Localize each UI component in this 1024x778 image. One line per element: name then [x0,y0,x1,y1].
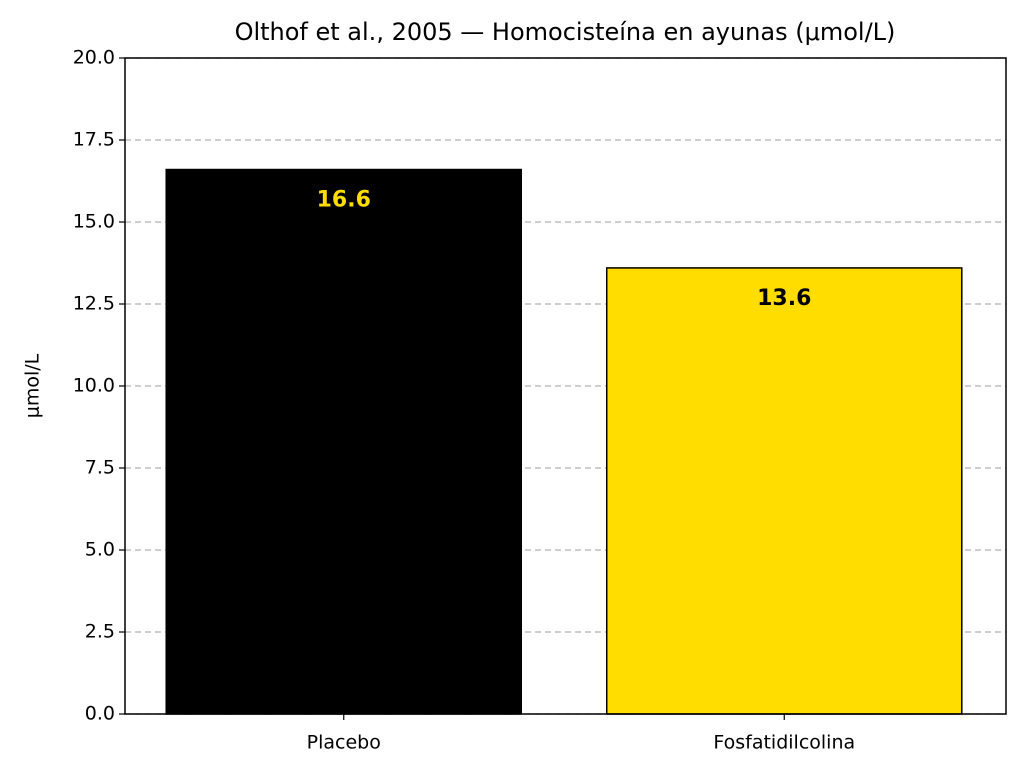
chart-title: Olthof et al., 2005 — Homocisteína en ay… [235,18,896,46]
y-tick-label: 2.5 [85,621,115,643]
x-tick-label: Fosfatidilcolina [713,732,855,754]
y-tick-label: 7.5 [85,457,115,479]
y-tick-label: 15.0 [73,211,115,233]
y-tick-label: 17.5 [73,129,115,151]
value-label: 16.6 [317,188,371,213]
x-tick-label: Placebo [307,732,381,754]
value-label: 13.6 [757,286,811,311]
y-tick-label: 12.5 [73,293,115,315]
y-tick-label: 0.0 [85,703,115,725]
bar [605,267,963,715]
plot-frame [124,57,1007,715]
y-tick-label: 5.0 [85,539,115,561]
y-axis-label: μmol/L [22,353,44,418]
y-tick-label: 20.0 [73,47,115,69]
y-tick-label: 10.0 [73,375,115,397]
bar [165,168,523,715]
